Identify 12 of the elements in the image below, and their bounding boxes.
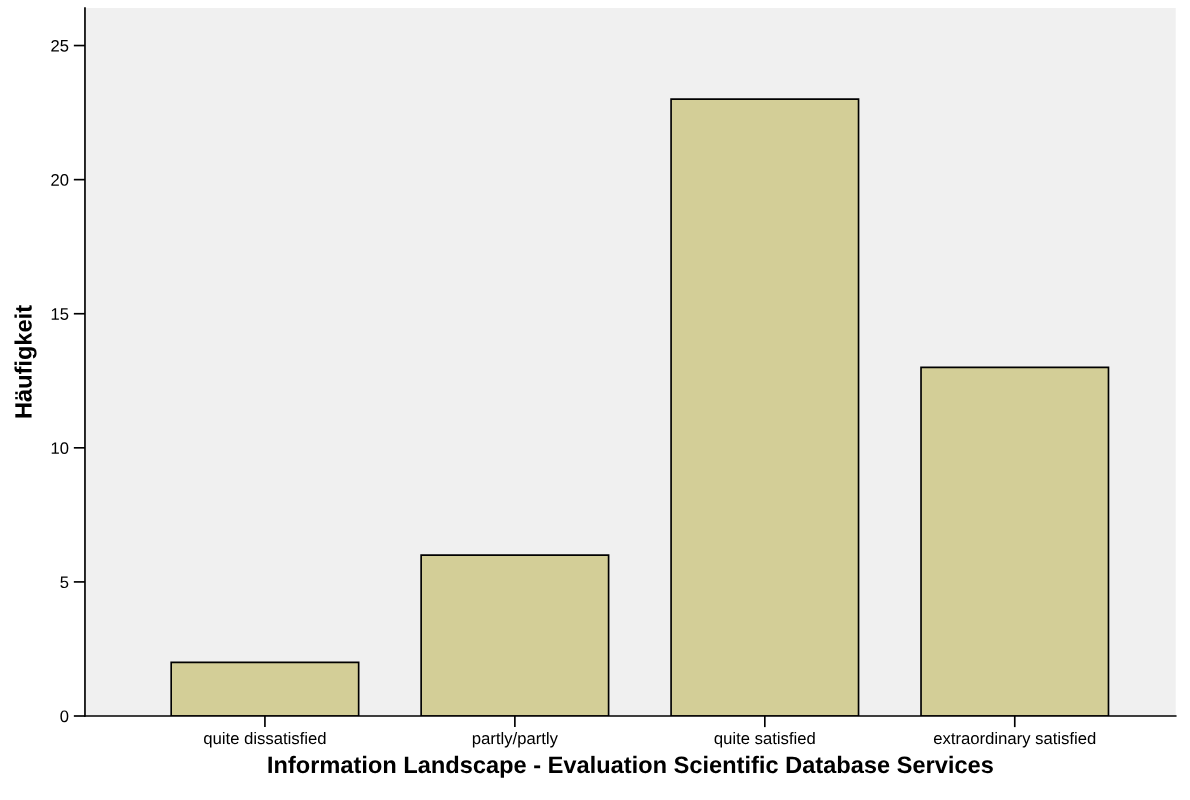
y-tick-label: 5 [60,576,69,589]
y-axis-title: Häufigkeit [14,305,37,418]
y-tick-label: 25 [51,39,69,52]
y-tick-label: 15 [51,308,69,320]
x-tick-label: quite satisfied [714,731,815,748]
x-axis-title: Information Landscape - Evaluation Scientific Database Services [268,755,993,778]
x-tick-label: extraordinary satisfied [933,731,1096,748]
y-tick-label: 0 [60,710,69,723]
x-tick-label: quite dissatisfied [204,731,326,748]
x-tick-label: partly/partly [472,731,558,748]
y-tick-label: 10 [51,442,69,455]
y-tick-label: 20 [51,174,69,186]
